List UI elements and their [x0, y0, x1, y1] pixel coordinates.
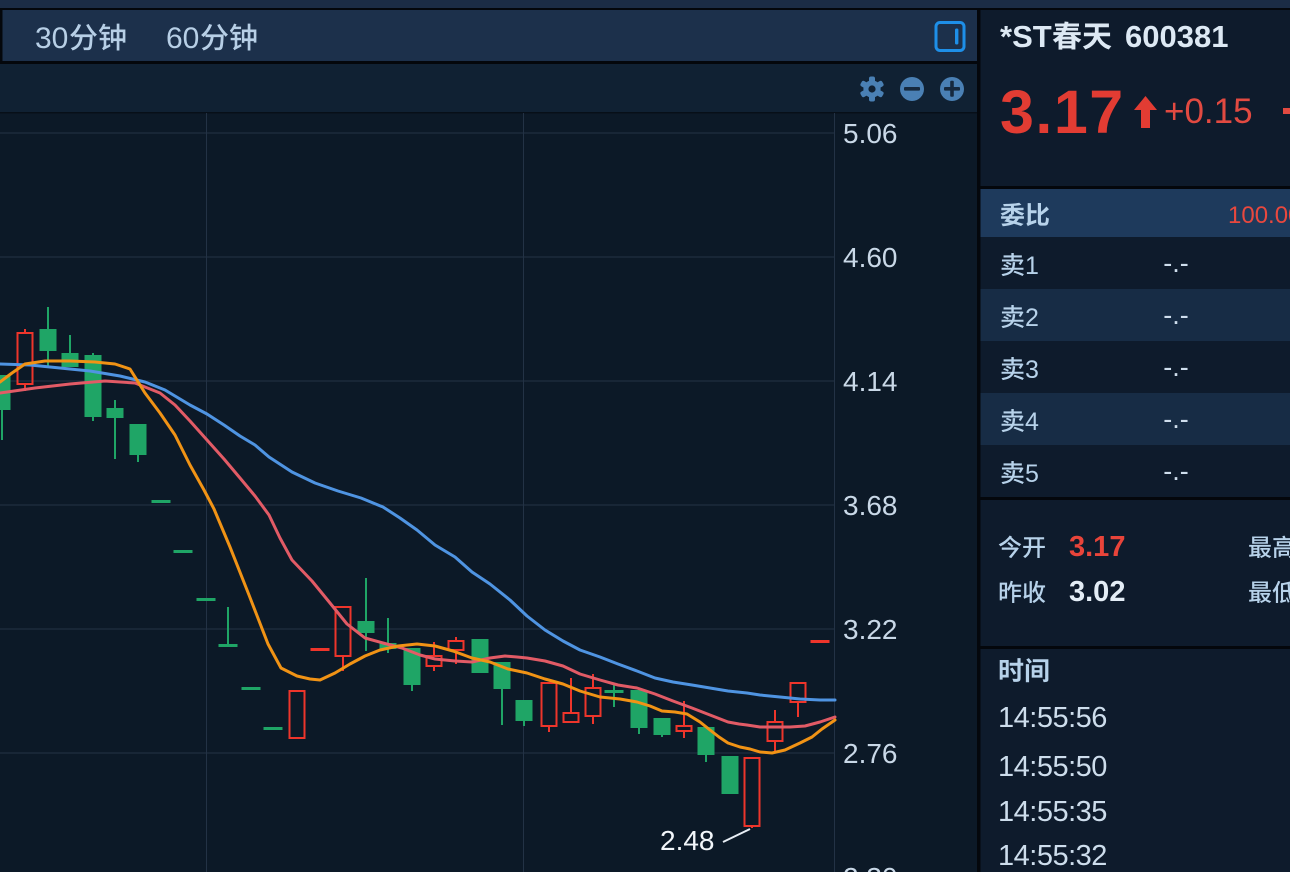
svg-text:*ST: *ST	[1000, 19, 1052, 54]
svg-text:2: 2	[1025, 304, 1039, 332]
svg-text:3.22: 3.22	[843, 614, 898, 645]
svg-text:14:55:32: 14:55:32	[998, 840, 1107, 872]
svg-text:-.-: -.-	[1163, 300, 1188, 330]
svg-text:14:55:50: 14:55:50	[998, 751, 1107, 783]
svg-text:2.30: 2.30	[843, 862, 898, 872]
svg-text:3.68: 3.68	[843, 490, 898, 521]
svg-text:60: 60	[166, 22, 199, 55]
svg-text:3.17: 3.17	[1069, 531, 1125, 563]
svg-text:14:55:35: 14:55:35	[998, 796, 1107, 828]
svg-text:4.14: 4.14	[843, 366, 898, 397]
svg-text:5: 5	[1025, 460, 1039, 488]
svg-text:3.02: 3.02	[1069, 576, 1125, 608]
svg-text:-.-: -.-	[1163, 352, 1188, 382]
svg-text:-.-: -.-	[1163, 456, 1188, 486]
svg-text:2.76: 2.76	[843, 738, 898, 769]
svg-text:3.17: 3.17	[1000, 78, 1125, 146]
svg-text:-.-: -.-	[1163, 404, 1188, 434]
svg-text:5.06: 5.06	[843, 118, 898, 149]
svg-text:14:55:56: 14:55:56	[998, 702, 1107, 734]
svg-text:+0.15: +0.15	[1164, 92, 1253, 131]
svg-text:1: 1	[1025, 252, 1039, 280]
svg-text:600381: 600381	[1125, 19, 1228, 54]
svg-text:2.48: 2.48	[660, 825, 715, 856]
svg-text:-.-: -.-	[1163, 248, 1188, 278]
svg-text:100.00%: 100.00%	[1228, 202, 1290, 229]
svg-text:30: 30	[35, 22, 68, 55]
svg-text:4.60: 4.60	[843, 242, 898, 273]
svg-text:4: 4	[1025, 408, 1039, 436]
svg-text:3: 3	[1025, 356, 1039, 384]
